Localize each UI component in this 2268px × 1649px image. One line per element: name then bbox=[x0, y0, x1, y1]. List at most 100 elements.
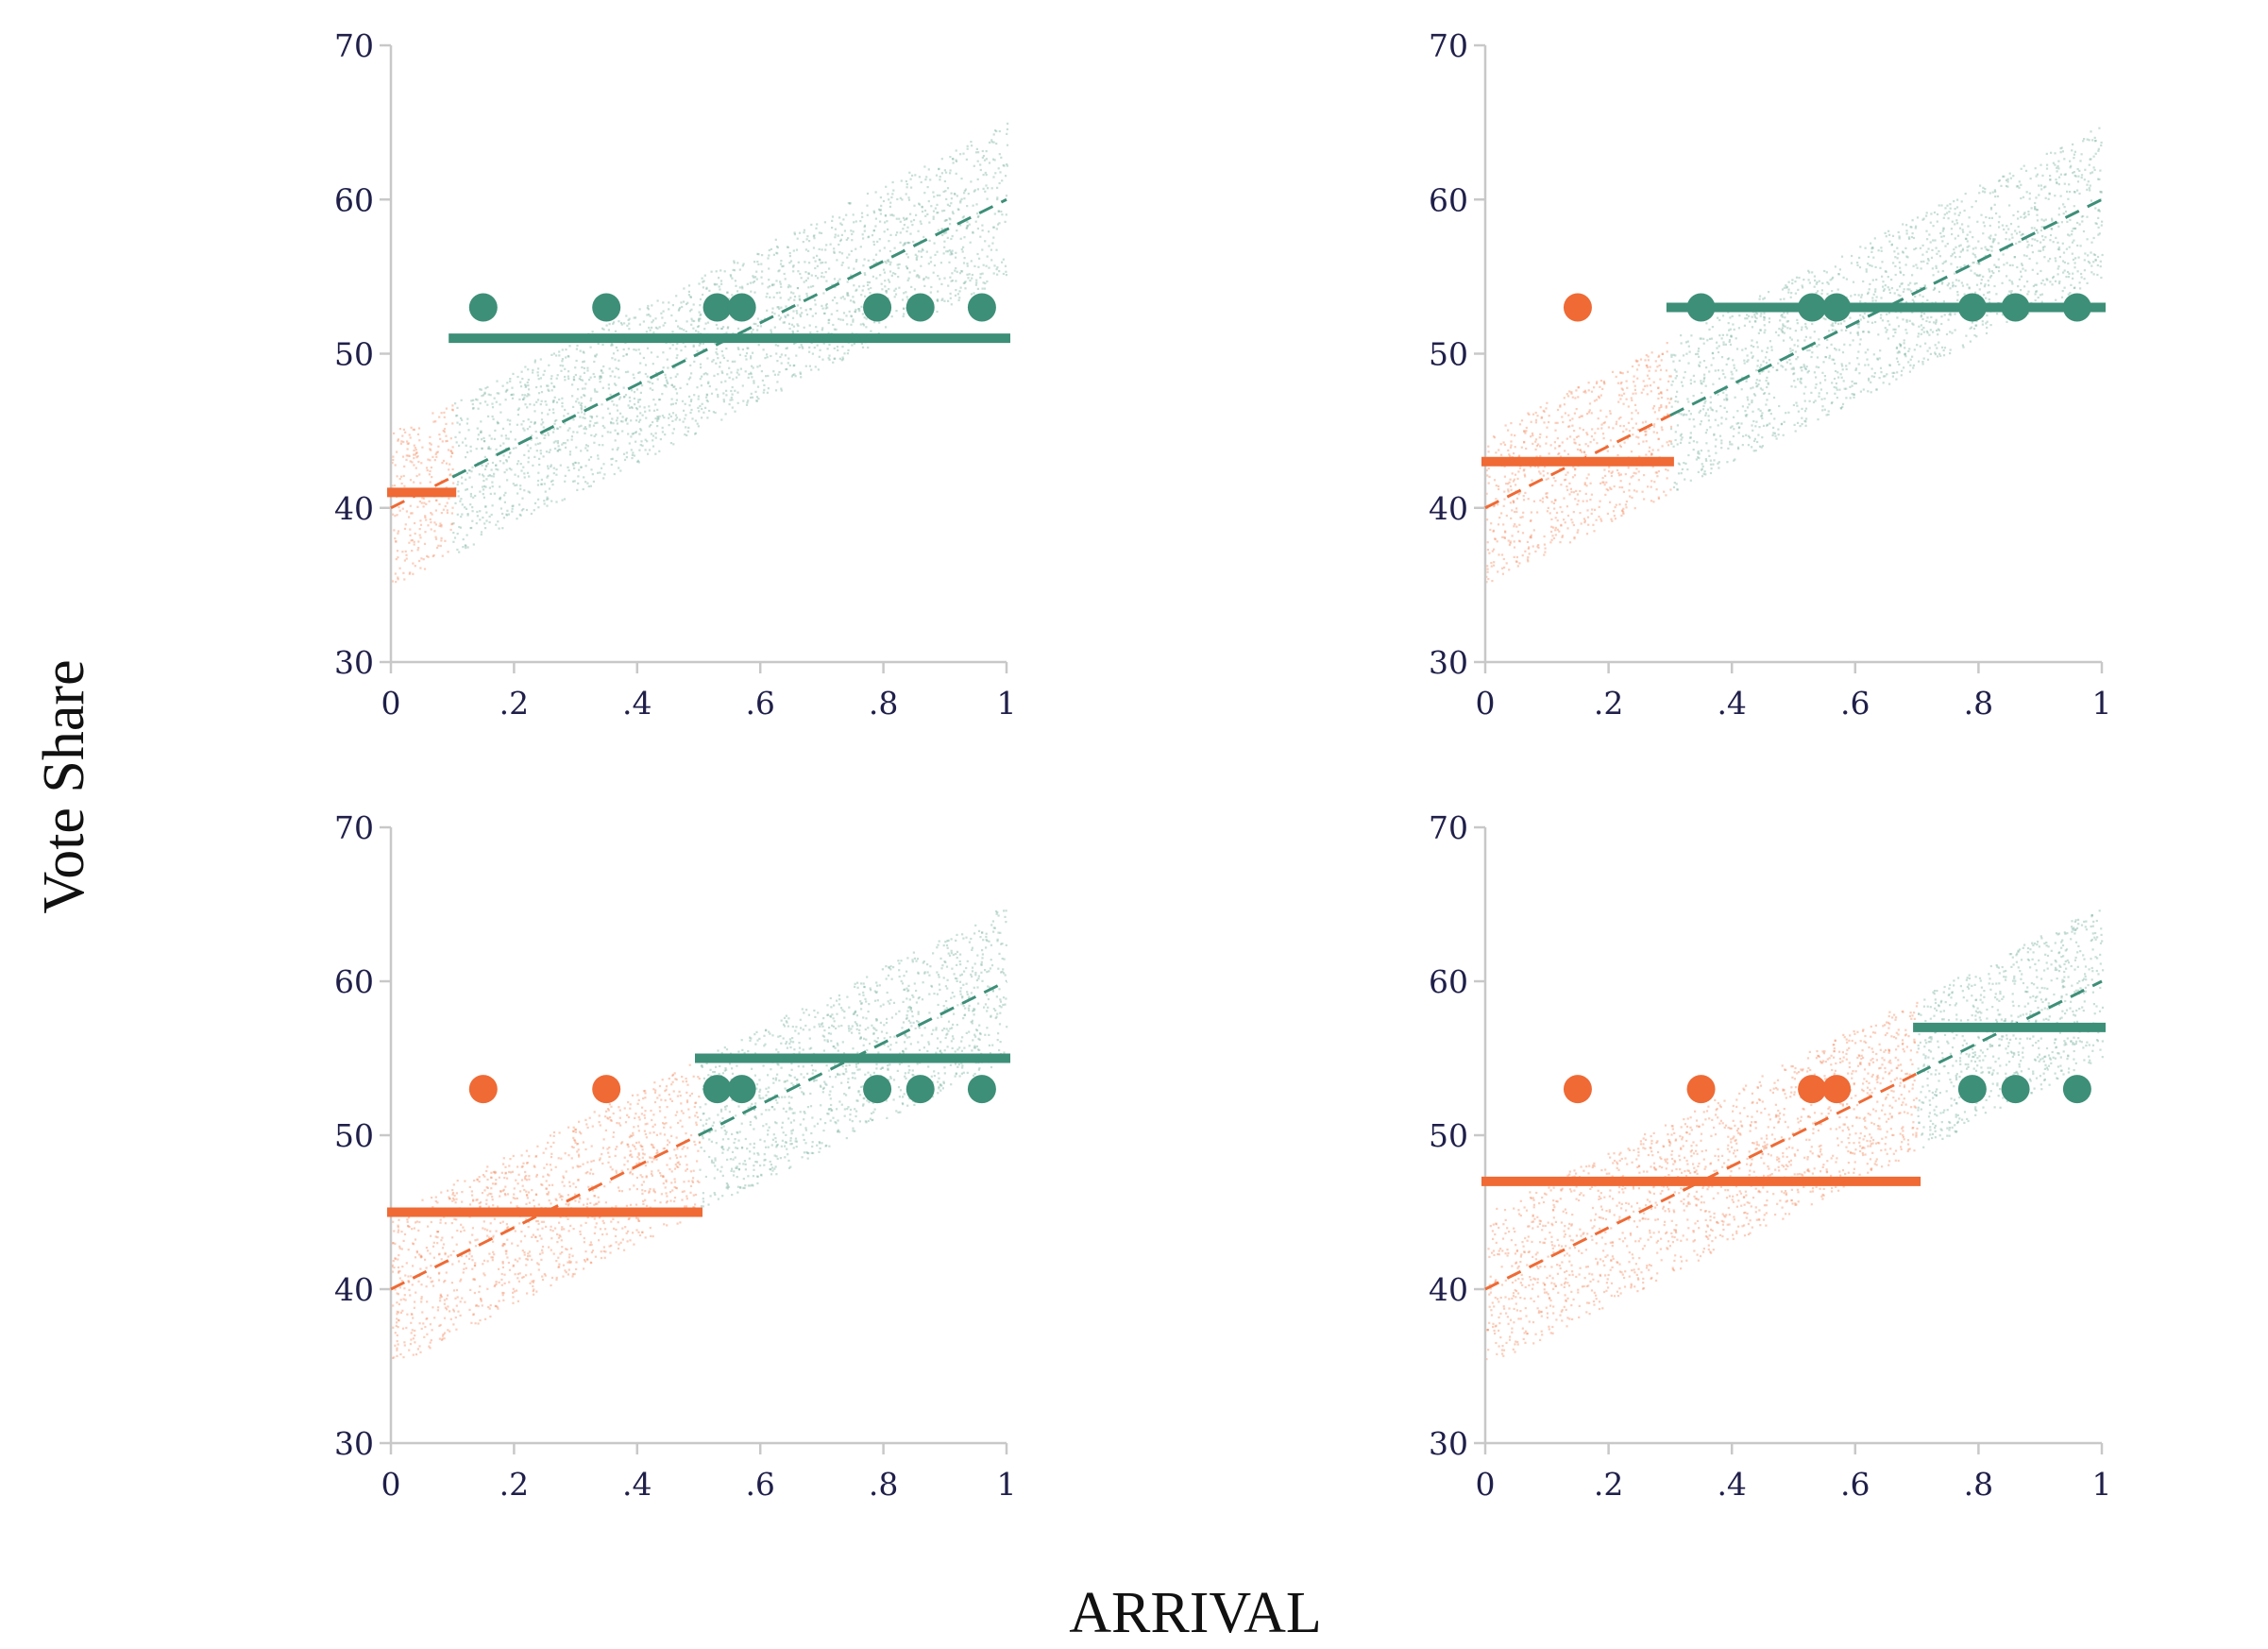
cloud-point bbox=[630, 405, 633, 409]
cloud-point bbox=[1831, 329, 1834, 332]
cloud-point bbox=[1485, 575, 1488, 578]
cloud-point bbox=[967, 277, 970, 280]
cloud-point bbox=[1799, 425, 1802, 428]
cloud-point bbox=[2083, 259, 2086, 262]
cloud-point bbox=[981, 272, 984, 275]
cloud-point bbox=[1773, 417, 1776, 420]
cloud-point bbox=[697, 331, 700, 333]
cloud-point bbox=[1583, 390, 1585, 394]
cloud-point bbox=[872, 275, 874, 278]
cloud-point bbox=[1783, 298, 1786, 300]
cloud-point bbox=[1977, 240, 1980, 243]
cloud-point bbox=[717, 357, 719, 360]
cloud-point bbox=[1995, 212, 1998, 215]
cloud-point bbox=[879, 209, 882, 212]
cloud-point bbox=[405, 458, 408, 461]
cloud-point bbox=[899, 231, 902, 234]
cloud-point bbox=[807, 272, 810, 275]
cloud-point bbox=[615, 460, 618, 463]
cloud-point bbox=[431, 476, 433, 479]
cloud-point bbox=[1652, 431, 1655, 434]
cloud-point bbox=[834, 357, 837, 360]
cloud-point bbox=[564, 379, 567, 382]
cloud-point bbox=[1754, 450, 1757, 452]
cloud-point bbox=[671, 402, 674, 405]
cloud-point bbox=[883, 246, 886, 249]
cloud-point bbox=[627, 370, 630, 373]
cloud-point bbox=[1884, 375, 1887, 378]
cloud-point bbox=[841, 358, 845, 361]
cloud-point bbox=[836, 309, 838, 313]
cloud-point bbox=[1642, 388, 1645, 391]
cloud-point bbox=[443, 411, 446, 414]
cloud-point bbox=[526, 471, 530, 474]
cloud-point bbox=[1921, 312, 1923, 314]
cloud-point bbox=[1970, 326, 1973, 329]
cloud-point bbox=[2046, 279, 2049, 281]
cloud-point bbox=[1522, 499, 1526, 502]
cloud-point bbox=[1738, 426, 1741, 429]
cloud-point bbox=[1997, 258, 2000, 261]
cloud-point bbox=[1942, 216, 1945, 219]
cloud-point bbox=[741, 264, 744, 267]
cloud-point bbox=[587, 484, 590, 488]
cloud-point bbox=[1867, 348, 1870, 351]
cloud-point bbox=[2040, 249, 2042, 252]
cloud-point bbox=[652, 409, 656, 412]
cloud-point bbox=[2036, 240, 2039, 243]
cloud-point bbox=[836, 259, 838, 262]
cloud-point bbox=[1824, 318, 1827, 321]
cloud-point bbox=[933, 264, 937, 267]
cloud-point bbox=[577, 388, 580, 391]
cloud-point bbox=[776, 360, 779, 363]
cloud-point bbox=[1745, 434, 1748, 436]
cloud-point bbox=[918, 275, 921, 278]
cloud-point bbox=[509, 451, 512, 454]
cloud-point bbox=[983, 287, 986, 290]
cloud-point bbox=[587, 458, 590, 461]
cloud-point bbox=[874, 191, 877, 194]
cloud-point bbox=[773, 326, 776, 329]
cloud-point bbox=[782, 321, 785, 324]
cloud-point bbox=[584, 416, 586, 419]
cloud-point bbox=[1754, 312, 1757, 314]
cloud-point bbox=[894, 293, 898, 296]
cloud-point bbox=[1794, 292, 1797, 295]
cloud-point bbox=[1509, 542, 1512, 545]
cloud-point bbox=[612, 422, 615, 425]
cloud-point bbox=[776, 252, 779, 255]
cloud-point bbox=[646, 440, 649, 443]
cloud-point bbox=[685, 320, 688, 323]
cloud-point bbox=[532, 464, 534, 467]
cloud-point bbox=[633, 316, 635, 319]
cloud-point bbox=[1513, 478, 1515, 481]
cloud-point bbox=[1789, 348, 1792, 350]
cloud-point bbox=[1759, 314, 1762, 317]
cloud-point bbox=[981, 287, 984, 290]
cloud-point bbox=[1623, 441, 1626, 444]
cloud-point bbox=[593, 375, 596, 379]
cloud-point bbox=[687, 284, 691, 287]
cloud-point bbox=[1663, 415, 1666, 418]
cloud-point bbox=[906, 241, 909, 244]
cloud-point bbox=[726, 291, 729, 294]
cloud-point bbox=[2026, 240, 2029, 243]
cloud-point bbox=[1991, 191, 1994, 194]
cloud-point bbox=[865, 326, 868, 329]
cloud-point bbox=[1766, 385, 1769, 389]
cloud-point bbox=[1867, 255, 1870, 259]
cloud-point bbox=[2093, 253, 2097, 257]
cloud-point bbox=[694, 433, 697, 435]
cloud-point bbox=[417, 460, 420, 464]
cloud-point bbox=[861, 346, 865, 348]
cloud-point bbox=[903, 292, 906, 295]
cloud-point bbox=[1858, 256, 1861, 259]
cloud-point bbox=[949, 292, 952, 295]
cloud-point bbox=[938, 168, 940, 171]
cloud-point bbox=[902, 314, 905, 318]
cloud-point bbox=[1651, 407, 1654, 410]
cloud-point bbox=[1813, 275, 1816, 278]
cloud-point bbox=[1605, 488, 1608, 491]
cloud-point bbox=[785, 347, 787, 350]
cloud-point bbox=[1710, 408, 1713, 411]
